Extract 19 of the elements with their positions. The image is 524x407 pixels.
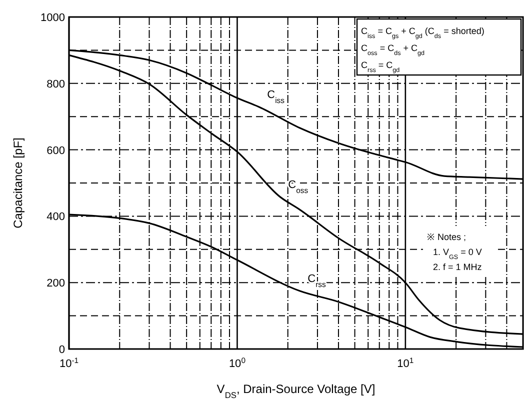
annotation: 1. V$_{GS}$ = 0 V (433, 247, 482, 260)
x-axis-title: V$_{DS}$, Drain-Source Voltage [V] (216, 382, 376, 400)
y-tick-label: 600 (46, 144, 65, 157)
x-tick-label: 10$^{-1}$ (59, 356, 79, 370)
y-tick-label: 800 (46, 78, 65, 90)
y-tick-label: 1000 (40, 12, 65, 24)
x-tick-label: 10$^{0}$ (228, 356, 246, 370)
y-tick-label: 200 (46, 278, 65, 290)
y-tick-label: 0 (58, 344, 65, 356)
series-label: C$_{rss}$ (308, 272, 326, 288)
series-label: C$_{iss}$ (267, 88, 285, 104)
text: C$_{iss}$ = C$_{gs}$ + C$_{gd}$ (C$_{ds}$ = shorted) (361, 26, 484, 40)
y-tick-label: 400 (46, 211, 65, 224)
y-axis-title: Capacitance [pF] (11, 138, 25, 228)
annotation: ※ Notes ; (427, 232, 466, 242)
annotation: C$_{rss}$ = C$_{gd}$ (361, 60, 400, 74)
annotation: 2. f = 1 MHz (433, 262, 482, 272)
x-tick-label: 10$^{1}$ (397, 356, 414, 370)
annotation: C$_{oss}$ = C$_{ds}$ + C$_{gd}$ (361, 43, 425, 56)
